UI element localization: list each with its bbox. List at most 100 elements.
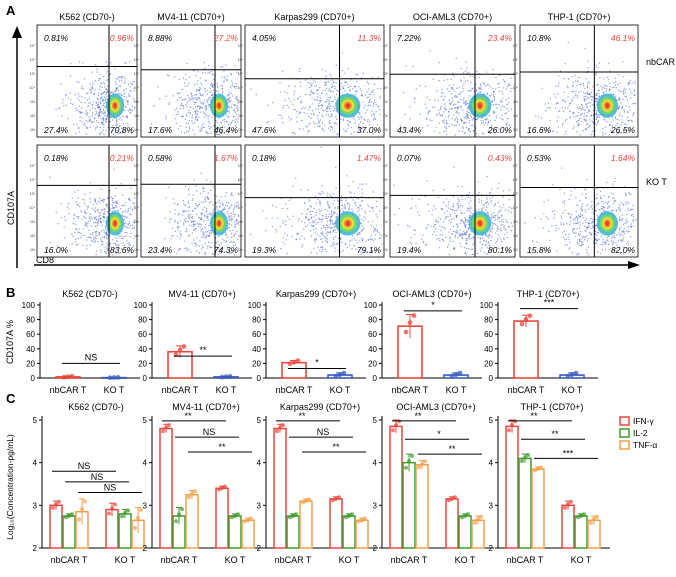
dot xyxy=(69,75,72,77)
dot xyxy=(192,220,195,223)
dot xyxy=(182,107,185,110)
dot xyxy=(325,82,327,84)
dot xyxy=(479,237,481,239)
dot xyxy=(77,217,80,219)
quadrant-lr: 80.1% xyxy=(488,245,513,255)
dot xyxy=(198,116,200,118)
dot xyxy=(99,78,101,80)
dot xyxy=(311,97,313,99)
dot xyxy=(497,218,499,221)
dot xyxy=(579,213,581,215)
dot xyxy=(615,210,618,212)
dot xyxy=(484,118,486,121)
dot xyxy=(122,123,125,125)
dot xyxy=(118,118,120,120)
dot xyxy=(122,131,125,133)
dot xyxy=(464,116,466,118)
dot xyxy=(366,91,368,93)
dot xyxy=(587,110,590,112)
dot xyxy=(596,234,598,237)
dot xyxy=(300,85,302,88)
dot xyxy=(320,246,322,248)
flow-tick-label: 10³ xyxy=(238,220,244,224)
dot xyxy=(444,108,446,110)
dot xyxy=(438,79,440,82)
dot xyxy=(207,103,210,106)
dot xyxy=(582,129,584,132)
dot xyxy=(555,103,557,105)
dot xyxy=(604,248,607,251)
dot xyxy=(85,92,88,95)
dot xyxy=(126,100,129,103)
dot xyxy=(493,205,495,207)
dot xyxy=(305,79,307,81)
dot xyxy=(505,221,507,223)
dot xyxy=(262,210,264,212)
dot xyxy=(223,70,225,72)
dot xyxy=(492,212,495,214)
dot xyxy=(457,185,459,188)
dot xyxy=(486,201,489,203)
dot xyxy=(466,67,468,69)
dot xyxy=(370,114,373,116)
dot xyxy=(320,146,322,148)
dot xyxy=(199,106,202,109)
dot xyxy=(493,100,495,102)
dot xyxy=(373,113,375,116)
dot xyxy=(199,92,201,95)
dot xyxy=(614,81,617,83)
dot xyxy=(491,227,494,229)
dot xyxy=(629,79,631,82)
dot xyxy=(578,91,580,94)
a-col-title: Karpas299 (CD70+) xyxy=(274,12,354,22)
dot xyxy=(629,82,631,84)
flow-tick-label: 10³ xyxy=(238,100,244,104)
dot xyxy=(357,187,360,189)
dot xyxy=(329,221,332,223)
dot xyxy=(124,209,127,212)
quadrant-ur: 1.64% xyxy=(611,153,636,163)
dot xyxy=(202,236,204,238)
dot xyxy=(564,62,566,65)
dot xyxy=(316,233,318,235)
dot xyxy=(207,213,209,216)
b-category-label: KO T xyxy=(446,385,467,395)
dot xyxy=(467,248,470,250)
dot xyxy=(122,75,124,78)
dot xyxy=(115,206,117,208)
dot xyxy=(326,234,328,236)
dot xyxy=(168,103,170,105)
dot xyxy=(228,112,230,114)
b-subplot-title: K562 (CD70-) xyxy=(62,289,118,299)
dot xyxy=(249,233,252,236)
dot xyxy=(359,233,361,235)
dot xyxy=(410,236,412,239)
c-sig-label: NS xyxy=(78,461,91,471)
dot xyxy=(355,73,357,76)
dot xyxy=(580,207,582,209)
dot xyxy=(613,180,616,183)
flow-tick-label: 10² xyxy=(513,234,519,238)
dot xyxy=(81,235,83,237)
dot xyxy=(577,124,579,126)
dot xyxy=(100,237,102,239)
dot xyxy=(622,224,624,226)
dot xyxy=(450,221,452,224)
b-ytick-label: 20 xyxy=(368,359,377,368)
b-category-label: nbCAR T xyxy=(508,385,545,395)
flow-density xyxy=(55,61,136,136)
dot xyxy=(545,216,548,218)
dot xyxy=(94,207,97,209)
dot xyxy=(324,208,327,211)
dot xyxy=(629,236,632,238)
dot xyxy=(328,101,330,103)
dot xyxy=(507,210,510,212)
flow-tick-label: 10⁶ xyxy=(134,58,140,62)
dot xyxy=(553,217,555,219)
dot xyxy=(509,84,511,87)
dot xyxy=(105,94,107,96)
dot xyxy=(570,102,572,104)
dot xyxy=(100,221,102,224)
dot xyxy=(589,105,592,107)
